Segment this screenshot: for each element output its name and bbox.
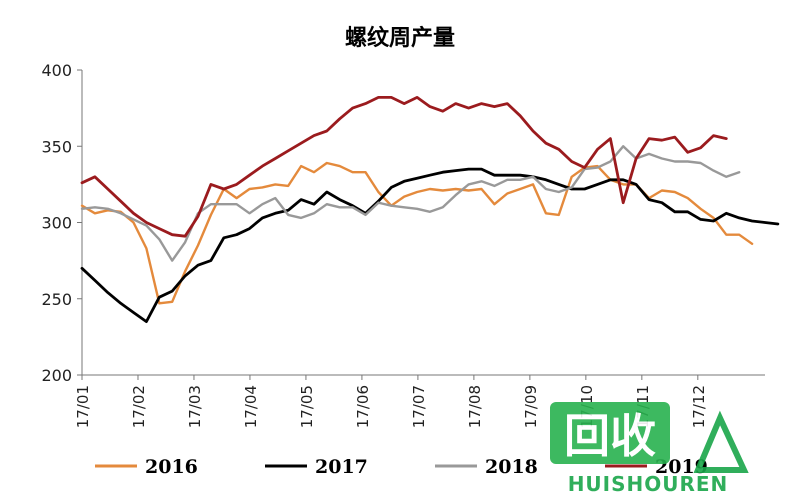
legend: 2016 2017 2018 2019 [95,456,708,478]
legend-label-2016: 2016 [145,456,198,478]
x-axis-ticks: 17/01 17/02 17/03 17/04 17/05 17/06 17/07 17/08… [74,375,708,428]
x-tick-label: 17/05 [298,385,316,428]
x-tick-label: 17/10 [578,385,596,428]
x-tick-label: 17/12 [690,385,708,428]
legend-label-2017: 2017 [315,456,368,478]
x-tick-label: 17/04 [242,385,260,428]
x-tick-label: 17/09 [522,385,540,428]
x-tick-label: 17/06 [354,385,372,428]
y-tick-label: 350 [41,137,72,156]
y-tick-label: 300 [41,214,72,233]
legend-label-2018: 2018 [485,456,538,478]
y-tick-label: 200 [41,366,72,385]
legend-label-2019: 2019 [655,456,708,478]
y-tick-label: 250 [41,290,72,309]
x-tick-label: 17/08 [466,385,484,428]
x-tick-label: 17/02 [130,385,148,428]
series-line-2016 [80,161,754,305]
y-tick-label: 400 [41,61,72,80]
y-axis-ticks: 200 250 300 350 400 [41,61,82,385]
x-tick-label: 17/11 [634,385,652,428]
series-line-2018 [80,145,741,262]
axes [81,70,765,376]
x-tick-label: 17/07 [410,385,428,428]
series-line-2019 [80,96,728,238]
chart-title: 螺纹周产量 [345,25,455,51]
series-line-2017 [80,167,780,324]
x-tick-label: 17/01 [74,385,92,428]
series-lines [80,96,780,324]
x-tick-label: 17/03 [186,385,204,428]
